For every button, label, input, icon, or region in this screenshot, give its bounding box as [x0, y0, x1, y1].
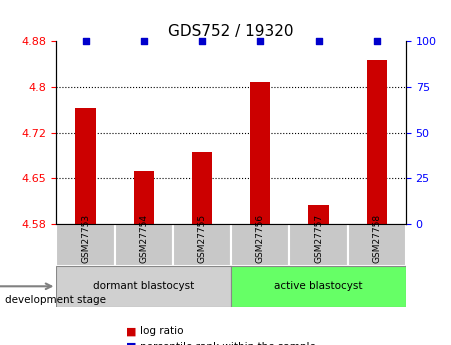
Text: GSM27758: GSM27758 — [372, 214, 381, 264]
Point — [82, 39, 89, 44]
FancyBboxPatch shape — [231, 224, 290, 266]
Text: ■: ■ — [126, 342, 137, 345]
FancyBboxPatch shape — [290, 224, 348, 266]
Bar — [133, 171, 154, 224]
FancyBboxPatch shape — [348, 224, 406, 266]
Text: dormant blastocyst: dormant blastocyst — [93, 281, 194, 291]
Bar — [75, 108, 96, 224]
Text: development stage: development stage — [5, 295, 106, 305]
FancyBboxPatch shape — [173, 224, 231, 266]
FancyBboxPatch shape — [56, 266, 231, 307]
Text: GSM27753: GSM27753 — [81, 214, 90, 264]
Text: ■: ■ — [126, 326, 137, 336]
Point — [257, 39, 264, 44]
Text: GSM27756: GSM27756 — [256, 214, 265, 264]
Point — [198, 39, 206, 44]
Point — [140, 39, 147, 44]
Text: GSM27755: GSM27755 — [198, 214, 207, 264]
Title: GDS752 / 19320: GDS752 / 19320 — [168, 24, 294, 39]
Text: active blastocyst: active blastocyst — [274, 281, 363, 291]
FancyBboxPatch shape — [56, 224, 115, 266]
Text: GSM27757: GSM27757 — [314, 214, 323, 264]
Point — [315, 39, 322, 44]
Point — [373, 39, 380, 44]
Text: percentile rank within the sample: percentile rank within the sample — [140, 342, 316, 345]
Bar — [192, 152, 212, 224]
FancyBboxPatch shape — [231, 266, 406, 307]
FancyBboxPatch shape — [115, 224, 173, 266]
Bar — [367, 60, 387, 224]
Text: log ratio: log ratio — [140, 326, 183, 336]
Bar — [250, 82, 271, 224]
Bar — [308, 205, 329, 224]
Text: GSM27754: GSM27754 — [139, 215, 148, 264]
